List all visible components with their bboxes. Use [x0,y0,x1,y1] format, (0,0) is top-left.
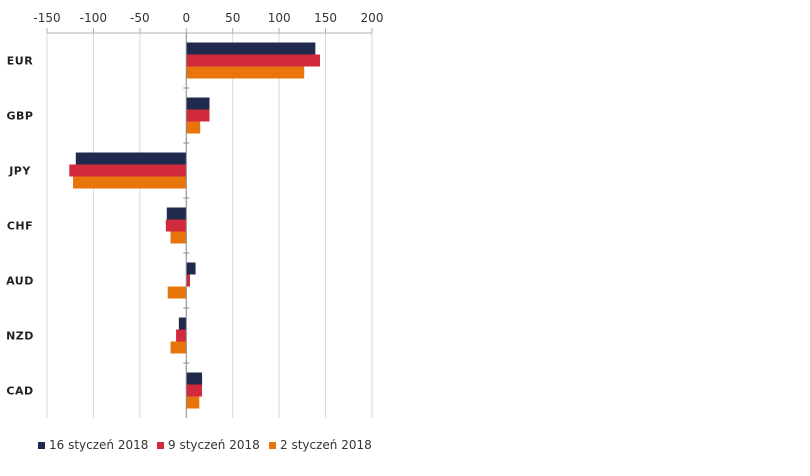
bar-aud-series-1 [186,262,196,275]
bar-eur-series-1 [186,42,316,55]
x-tick-label: 200 [361,11,384,25]
x-tick-label: -100 [80,11,107,25]
category-label: AUD [6,275,34,288]
x-tick-label: 50 [225,11,240,25]
legend-swatch [157,442,164,449]
bar-aud-series-3 [167,286,187,299]
bar-gbp-series-2 [186,109,210,122]
bar-nzd-series-1 [178,317,187,330]
bars [69,42,320,409]
bar-cad-series-3 [186,396,200,409]
bar-nzd-series-2 [176,329,187,342]
gridlines [46,33,373,418]
x-tick-label: -50 [130,11,150,25]
category-label: CAD [6,385,33,398]
legend-label: 2 styczeń 2018 [280,438,372,452]
x-tick-label: 0 [182,11,190,25]
bar-jpy-series-1 [75,152,187,165]
legend: 16 styczeń 2018 9 styczeń 2018 2 styczeń 2… [38,438,372,452]
bar-aud-series-2 [186,274,190,287]
bar-cad-series-1 [186,372,203,385]
legend-swatch [269,442,276,449]
legend-label: 9 styczeń 2018 [168,438,260,452]
category-label: JPY [8,165,31,178]
bar-cad-series-2 [186,384,203,397]
bar-gbp-series-3 [186,121,201,134]
bar-nzd-series-3 [170,341,187,354]
category-label: GBP [7,110,34,123]
category-label: CHF [7,220,33,233]
bar-chf-series-2 [165,219,187,232]
category-label: EUR [7,55,33,68]
axes [46,28,373,418]
bar-jpy-series-3 [73,176,187,189]
category-label: NZD [6,330,34,343]
bar-chf-series-1 [166,207,187,220]
x-tick-label: -150 [33,11,60,25]
bar-chf-series-3 [170,231,187,244]
legend-swatch [38,442,45,449]
bar-jpy-series-2 [69,164,187,177]
bar-eur-series-2 [186,54,320,67]
legend-label: 16 styczeń 2018 [49,438,148,452]
x-tick-label: 100 [268,11,291,25]
bar-eur-series-3 [186,66,305,79]
labels: -150 -100 -50 0 50 100 150 200 EUR GBP JPY CHF AUD NZ… [6,11,383,398]
x-tick-label: 150 [314,11,337,25]
bar-gbp-series-1 [186,97,210,110]
